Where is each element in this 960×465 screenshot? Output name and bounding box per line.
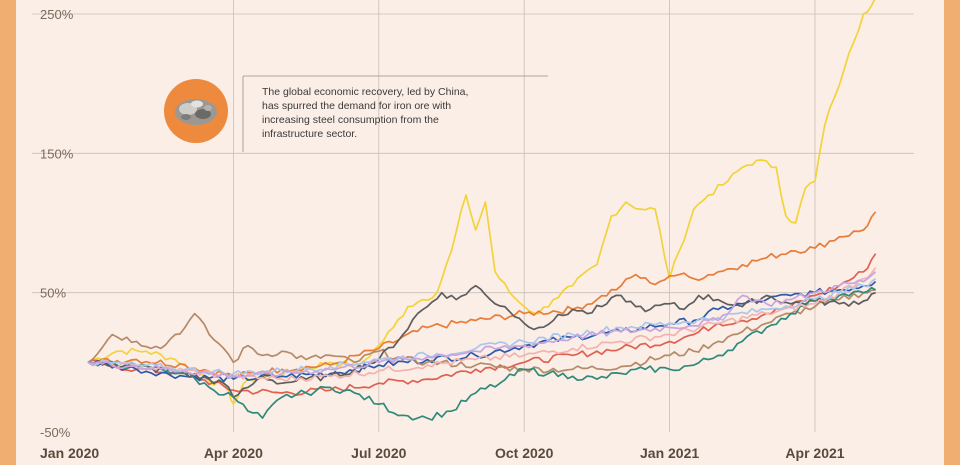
x-tick-label: Apr 2020: [204, 445, 263, 461]
annotation-line-3: increasing steel consumption from the: [262, 114, 439, 126]
annotation-line-4: infrastructure sector.: [262, 128, 357, 140]
y-axis-ticks: 250% 150% 50% -50%: [40, 7, 74, 440]
iron-ore-icon: [164, 79, 228, 143]
series-group: [87, 0, 877, 421]
x-axis-ticks: Jan 2020 Apr 2020 Jul 2020 Oct 2020 Jan 2021…: [40, 445, 845, 461]
annotation-line-1: The global economic recovery, led by Chi…: [262, 86, 468, 98]
series-line-10: [87, 271, 877, 380]
y-tick-label: 50%: [40, 286, 66, 301]
series-line-1: [87, 0, 876, 405]
series-line-9: [87, 278, 877, 378]
x-tick-label: Jan 2021: [640, 445, 699, 461]
series-line-6: [87, 284, 876, 399]
x-tick-label: Oct 2020: [495, 445, 554, 461]
series-line-3: [87, 253, 877, 396]
annotation: The global economic recovery, led by Chi…: [164, 75, 548, 152]
y-tick-label: 150%: [40, 146, 74, 161]
series-line-8: [87, 267, 877, 383]
chart-panel: [16, 0, 944, 465]
series-line-2: [87, 211, 877, 378]
annotation-line-2: has spurred the demand for iron ore with: [262, 100, 451, 112]
x-tick-label: Jul 2020: [351, 445, 406, 461]
grid: [32, 0, 914, 432]
series-line-7: [87, 286, 877, 421]
y-tick-label: 250%: [40, 7, 74, 22]
x-tick-label: Apr 2021: [785, 445, 844, 461]
series-line-5: [87, 289, 876, 374]
x-tick-label: Jan 2020: [40, 445, 99, 461]
y-tick-label: -50%: [40, 425, 71, 440]
